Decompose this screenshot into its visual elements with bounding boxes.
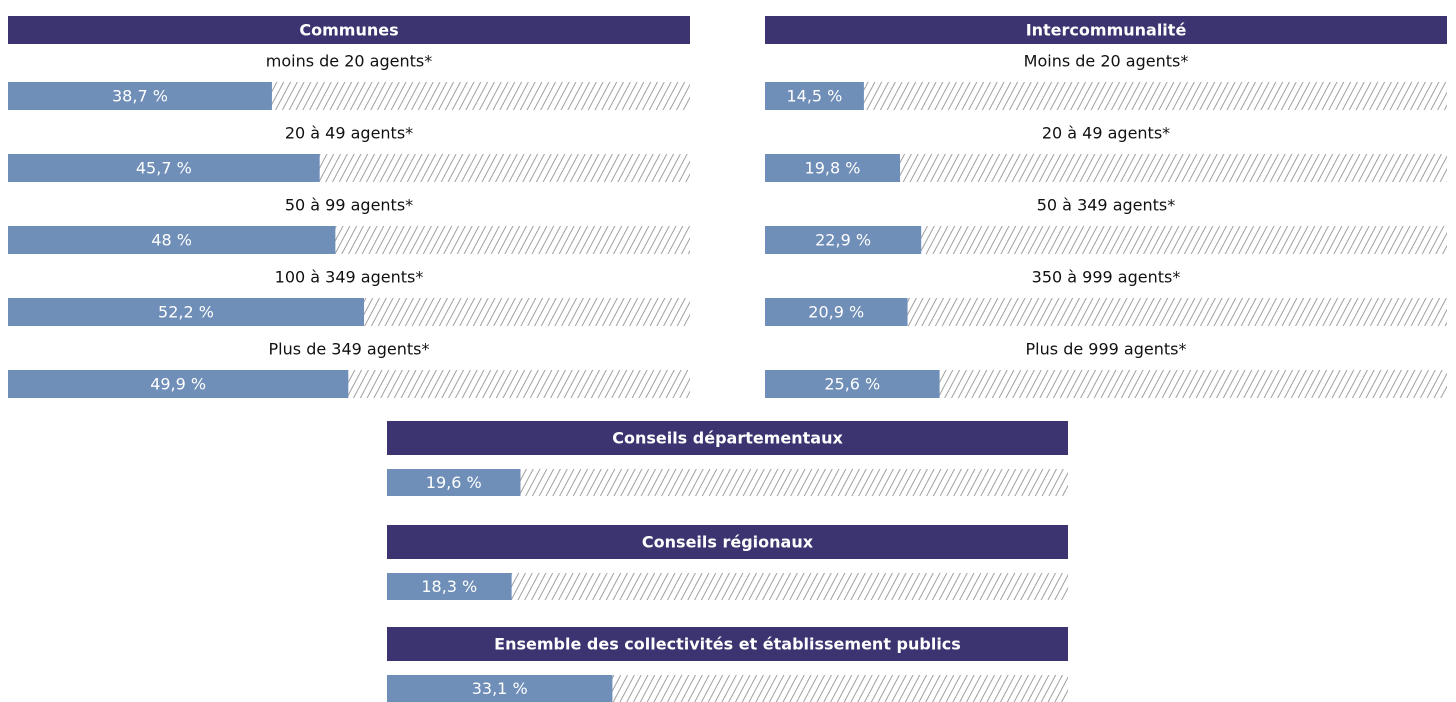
category-label: 50 à 349 agents* — [1037, 196, 1176, 215]
bar — [765, 370, 940, 398]
category-label: 20 à 49 agents* — [1042, 124, 1170, 143]
header-band — [387, 627, 1068, 661]
bar — [387, 573, 512, 600]
header-band — [387, 525, 1068, 559]
chart-title: Intercommunalité — [1026, 21, 1187, 40]
value-label: 48 % — [151, 231, 192, 250]
value-label: 22,9 % — [815, 231, 871, 250]
header-band — [387, 421, 1068, 455]
value-label: 25,6 % — [824, 375, 880, 394]
value-label: 33,1 % — [472, 679, 528, 698]
bar — [8, 370, 349, 398]
category-label: moins de 20 agents* — [266, 52, 432, 71]
value-label: 19,6 % — [426, 473, 482, 492]
chart-title: Communes — [299, 21, 398, 40]
header-band — [8, 16, 690, 44]
category-label: 100 à 349 agents* — [275, 268, 424, 287]
category-label: 350 à 999 agents* — [1032, 268, 1181, 287]
value-label: 14,5 % — [786, 87, 842, 106]
value-label: 38,7 % — [112, 87, 168, 106]
value-label: 45,7 % — [136, 159, 192, 178]
category-label: 50 à 99 agents* — [285, 196, 413, 215]
bar — [8, 82, 272, 110]
value-label: 19,8 % — [805, 159, 861, 178]
category-label: Plus de 999 agents* — [1026, 340, 1187, 359]
value-label: 18,3 % — [421, 577, 477, 596]
chart-title: Conseils régionaux — [642, 533, 814, 552]
value-label: 20,9 % — [808, 303, 864, 322]
category-label: Plus de 349 agents* — [269, 340, 430, 359]
bar — [387, 675, 613, 702]
bar — [387, 469, 521, 496]
bar-track — [765, 82, 1447, 110]
value-label: 49,9 % — [150, 375, 206, 394]
bar — [8, 226, 336, 254]
header-band — [765, 16, 1447, 44]
bar — [765, 226, 922, 254]
bar — [765, 298, 908, 326]
category-label: Moins de 20 agents* — [1024, 52, 1189, 71]
bar — [8, 298, 365, 326]
bar — [8, 154, 320, 182]
bar — [765, 82, 864, 110]
category-label: 20 à 49 agents* — [285, 124, 413, 143]
chart-title: Conseils départementaux — [612, 429, 843, 448]
bar — [765, 154, 901, 182]
value-label: 52,2 % — [158, 303, 214, 322]
chart-title: Ensemble des collectivités et établissem… — [494, 635, 961, 654]
